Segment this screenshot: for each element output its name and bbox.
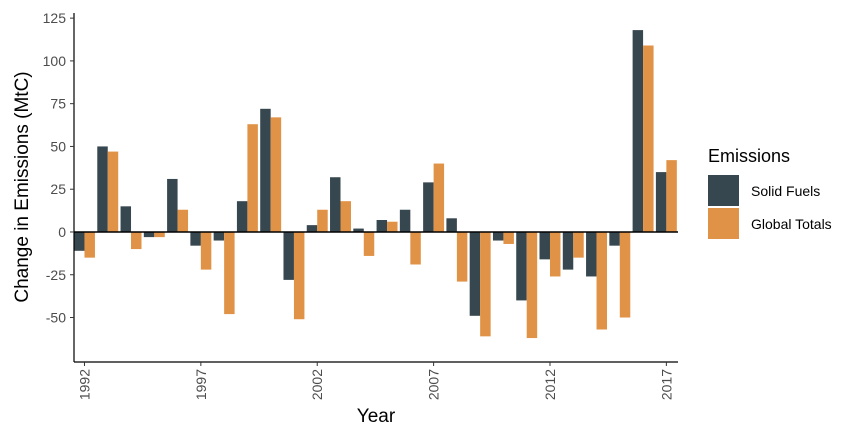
legend-swatch [708, 175, 739, 206]
bar [596, 231, 608, 330]
bar [480, 231, 491, 337]
x-tick-label: 1992 [76, 369, 92, 400]
legend-swatch [708, 208, 739, 239]
bar [317, 209, 328, 232]
y-tick-label: 75 [50, 96, 66, 112]
x-tick-label: 2002 [309, 369, 325, 400]
bar [190, 231, 201, 246]
bar [423, 182, 434, 232]
bar [340, 201, 351, 232]
bar [609, 231, 620, 246]
bar [154, 231, 165, 238]
bar [586, 231, 597, 277]
bar [200, 231, 212, 270]
bar [353, 228, 364, 232]
y-tick-label: 125 [43, 10, 67, 26]
bar [107, 151, 119, 232]
y-tick-label: -25 [46, 267, 66, 283]
x-tick-label: 2012 [542, 369, 558, 400]
bar [643, 45, 654, 232]
bar [293, 231, 305, 320]
bar [376, 220, 388, 232]
y-tick-label: 25 [50, 181, 66, 197]
bar [469, 231, 481, 316]
bar [120, 206, 132, 232]
bar [387, 221, 398, 232]
bar [84, 231, 95, 258]
bar [526, 231, 538, 339]
bar [655, 172, 667, 232]
bar [562, 231, 574, 270]
y-tick-label: 100 [43, 53, 67, 69]
bar [177, 209, 189, 232]
bar [74, 231, 85, 251]
bar [363, 231, 375, 256]
bar [143, 231, 155, 238]
bar [539, 231, 550, 260]
bar [619, 231, 631, 318]
bar [247, 124, 258, 232]
y-tick-label: 50 [50, 138, 66, 154]
legend-label: Global Totals [751, 216, 832, 232]
y-axis-title: Change in Emissions (MtC) [12, 71, 33, 302]
legend-title: Emissions [708, 146, 790, 166]
bar [456, 231, 468, 282]
bar [213, 231, 225, 241]
bar [167, 178, 178, 232]
bar [549, 231, 561, 277]
legend-label: Solid Fuels [751, 183, 820, 199]
bar [236, 201, 248, 232]
bar [666, 160, 677, 232]
bar [573, 231, 584, 258]
bar [131, 231, 142, 250]
x-tick-label: 2007 [426, 369, 442, 400]
y-tick-label: 0 [58, 224, 66, 240]
bar [516, 231, 527, 301]
x-axis-title: Year [357, 406, 396, 427]
bar [410, 231, 421, 265]
bar [283, 231, 294, 280]
bar [399, 209, 411, 232]
bar [433, 163, 445, 232]
bar [503, 231, 514, 244]
x-tick-label: 2017 [658, 369, 674, 400]
x-tick-label: 1997 [193, 369, 209, 400]
y-tick-label: -50 [46, 310, 66, 326]
bar [446, 218, 457, 232]
bar [97, 146, 108, 232]
bar [632, 30, 644, 232]
bar [224, 231, 235, 315]
bar [306, 225, 318, 232]
bar [270, 117, 282, 232]
bar [330, 177, 341, 232]
bar [492, 231, 504, 241]
bar [260, 108, 271, 232]
